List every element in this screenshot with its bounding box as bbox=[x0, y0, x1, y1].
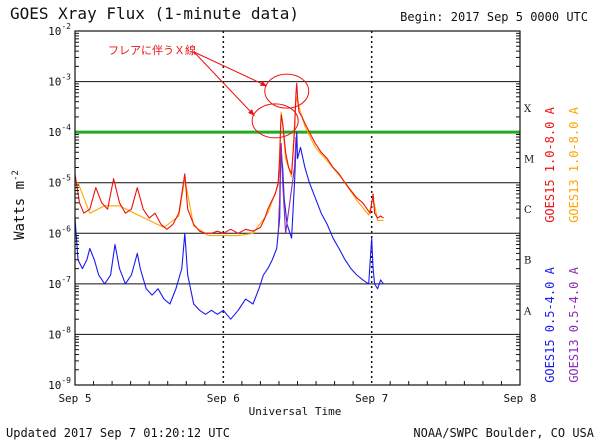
y-tick-base: 10 bbox=[48, 278, 61, 291]
series-line-goes15-short bbox=[74, 131, 384, 320]
y-tick-exponent: -9 bbox=[61, 376, 71, 385]
series-line-goes13-long bbox=[77, 96, 384, 237]
y-tick-exponent: -8 bbox=[61, 325, 71, 334]
begin-label: Begin: 2017 Sep 5 0000 UTC bbox=[400, 10, 588, 24]
annotation-arrowhead bbox=[259, 80, 267, 87]
y-tick-label: 10-8 bbox=[48, 325, 71, 341]
y-tick-base: 10 bbox=[48, 379, 61, 392]
y-tick-base: 10 bbox=[48, 25, 61, 38]
plot-area bbox=[74, 82, 520, 320]
y-axis-label-exponent: -2 bbox=[11, 170, 21, 181]
x-tick-label: Sep 7 bbox=[355, 392, 388, 405]
y-tick-base: 10 bbox=[48, 328, 61, 341]
y-tick-label: 10-4 bbox=[48, 123, 71, 139]
legend-goes13-long: GOES13 1.0-8.0 A bbox=[567, 106, 581, 222]
y-tick-base: 10 bbox=[48, 227, 61, 240]
legend-goes15-long: GOES15 1.0-8.0 A bbox=[543, 106, 557, 222]
legend: GOES15 1.0-8.0 A GOES13 1.0-8.0 A GOES15 0… bbox=[543, 106, 581, 382]
annotation-text: フレアに伴うＸ線 bbox=[108, 43, 196, 57]
y-tick-exponent: -5 bbox=[61, 174, 71, 183]
y-tick-label: 10-7 bbox=[48, 275, 71, 291]
data-source: NOAA/SWPC Boulder, CO USA bbox=[413, 426, 594, 440]
annotation-arrow bbox=[193, 51, 255, 117]
flare-class-label: A bbox=[523, 306, 532, 317]
y-tick-label: 10-3 bbox=[48, 73, 71, 89]
x-axis-label: Universal Time bbox=[249, 405, 342, 418]
x-tick-label: Sep 6 bbox=[207, 392, 240, 405]
y-tick-label: 10-5 bbox=[48, 174, 71, 190]
y-tick-label: 10-6 bbox=[48, 224, 71, 240]
series-line-goes13-short bbox=[277, 136, 297, 234]
y-axis-label-base: Watts m bbox=[12, 181, 28, 240]
flare-class-label: C bbox=[524, 205, 532, 216]
y-axis-label: Watts m-2 bbox=[11, 170, 28, 240]
y-tick-label: 10-9 bbox=[48, 376, 71, 392]
updated-timestamp: Updated 2017 Sep 7 01:20:12 UTC bbox=[6, 426, 230, 440]
annotation-arrowhead bbox=[248, 109, 255, 116]
series-line-goes15-long bbox=[74, 82, 384, 234]
legend-goes15-short: GOES15 0.5-4.0 A bbox=[543, 266, 557, 382]
y-tick-exponent: -7 bbox=[61, 275, 71, 284]
y-tick-label: 10-2 bbox=[48, 22, 71, 38]
y-tick-exponent: -3 bbox=[61, 73, 71, 82]
legend-goes13-short: GOES13 0.5-4.0 A bbox=[567, 266, 581, 382]
flare-class-label: B bbox=[524, 256, 531, 267]
plot-frame bbox=[74, 30, 521, 386]
annotation-circle bbox=[251, 103, 299, 139]
x-tick-label: Sep 5 bbox=[58, 392, 91, 405]
x-tick-label: Sep 8 bbox=[503, 392, 536, 405]
flare-class-label: X bbox=[524, 104, 532, 115]
y-tick-base: 10 bbox=[48, 76, 61, 89]
flare-class-label: M bbox=[524, 155, 534, 166]
y-tick-exponent: -6 bbox=[61, 224, 71, 233]
annotation-circle bbox=[264, 73, 310, 109]
y-tick-base: 10 bbox=[48, 126, 61, 139]
y-tick-base: 10 bbox=[48, 177, 61, 190]
y-tick-exponent: -2 bbox=[61, 22, 71, 31]
annotation-arrow bbox=[193, 51, 268, 87]
y-tick-exponent: -4 bbox=[61, 123, 71, 132]
plot-grid bbox=[75, 30, 520, 386]
chart-title: GOES Xray Flux (1-minute data) bbox=[10, 4, 299, 23]
flare-annotation: フレアに伴うＸ線 bbox=[108, 43, 310, 139]
